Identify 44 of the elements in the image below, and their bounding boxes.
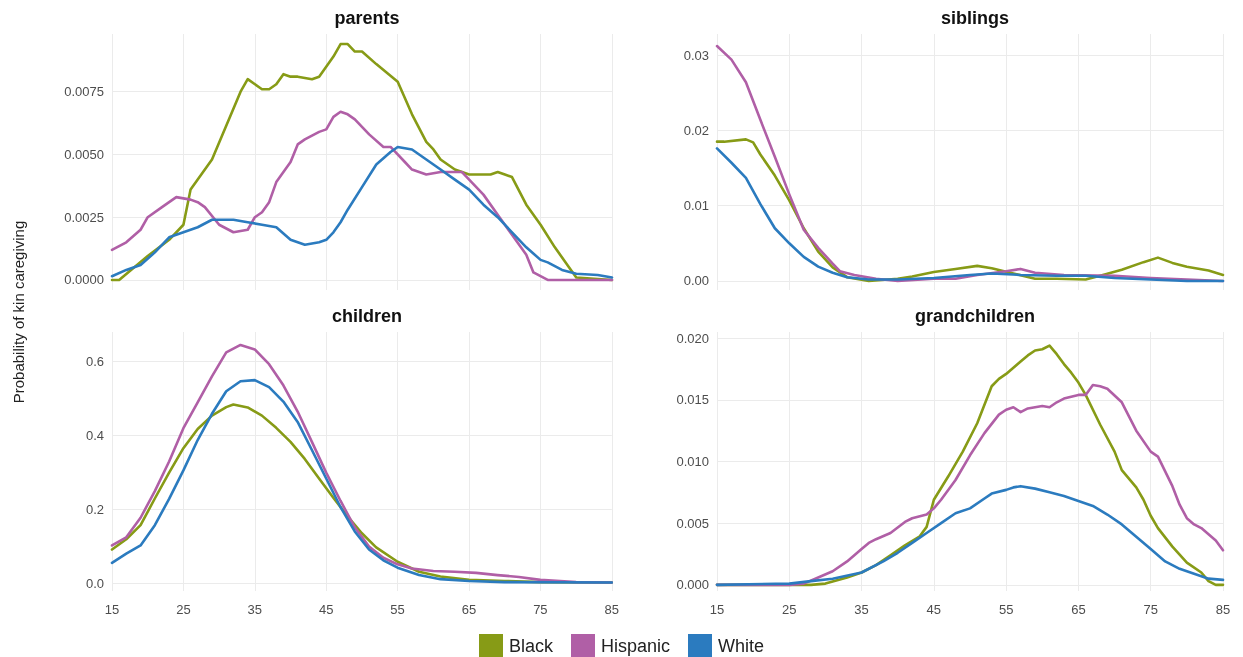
x-tick-label: 75	[533, 602, 548, 617]
x-tick-label: 45	[318, 602, 334, 617]
chart-title: siblings	[940, 8, 1010, 28]
x-tick-label: 35	[247, 602, 263, 617]
line-series	[110, 145, 614, 279]
y-axis-title: Probability of kin caregiving	[9, 220, 27, 404]
y-tick-label: 0.005	[676, 515, 709, 531]
x-tick-label: 65	[1071, 602, 1086, 617]
x-tick-label: 65	[461, 602, 477, 617]
y-tick-label: 0.000	[676, 577, 709, 593]
x-tick-label: 55	[390, 602, 405, 617]
y-tick-label: 0.0000	[64, 272, 104, 288]
y-tick-label: 0.0050	[64, 146, 104, 162]
legend-label: Black	[508, 635, 553, 657]
y-tick-label: 0.020	[676, 330, 709, 346]
x-tick-label: 55	[998, 602, 1014, 617]
chart-title: children	[331, 306, 403, 326]
x-tick-label: 15	[104, 602, 120, 617]
y-tick-label: 0.0025	[64, 209, 104, 225]
x-tick-label: 85	[604, 602, 619, 617]
y-tick-label: 0.0075	[64, 84, 104, 100]
x-tick-label: 25	[782, 602, 797, 617]
x-tick-label: 75	[1143, 602, 1158, 617]
x-tick-label: 45	[926, 602, 942, 617]
y-tick-label: 0.6	[85, 354, 104, 370]
line-series	[715, 484, 1225, 587]
x-tick-label: 25	[176, 602, 191, 617]
x-tick-label: 85	[1215, 602, 1231, 617]
y-tick-label: 0.015	[676, 392, 709, 408]
legend-label: Hispanic	[600, 635, 671, 657]
chart-title: parents	[334, 8, 400, 28]
x-tick-label: 15	[709, 602, 725, 617]
y-tick-label: 0.00	[683, 273, 709, 289]
y-tick-label: 0.01	[683, 198, 709, 214]
y-tick-label: 0.03	[683, 47, 709, 63]
x-tick-label: 35	[854, 602, 869, 617]
y-tick-label: 0.4	[85, 428, 104, 444]
line-series	[110, 110, 614, 282]
y-tick-label: 0.010	[676, 454, 709, 469]
y-tick-label: 0.02	[683, 122, 709, 138]
y-tick-label: 0.0	[85, 576, 104, 592]
y-tick-label: 0.2	[85, 502, 104, 518]
chart-title: grandchildren	[914, 306, 1036, 326]
legend-label: White	[718, 635, 765, 657]
